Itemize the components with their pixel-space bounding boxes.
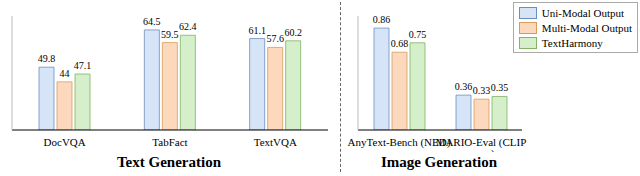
svg-text:DocVQA: DocVQA bbox=[44, 136, 86, 148]
svg-text:44: 44 bbox=[60, 68, 70, 79]
svg-text:57.6: 57.6 bbox=[266, 33, 284, 44]
svg-text:59.5: 59.5 bbox=[161, 29, 179, 40]
svg-text:MARIO-Eval (CLIPscore): MARIO-Eval (CLIPscore) bbox=[436, 136, 527, 152]
svg-text:60.2: 60.2 bbox=[284, 27, 302, 38]
svg-text:TextVQA: TextVQA bbox=[254, 136, 297, 148]
svg-text:0.36: 0.36 bbox=[455, 81, 473, 92]
svg-text:AnyText-Bench (NED): AnyText-Bench (NED) bbox=[347, 135, 451, 148]
svg-text:0.35: 0.35 bbox=[491, 82, 509, 93]
svg-text:TabFact: TabFact bbox=[152, 136, 187, 148]
html-text:Text Generation: Text Generation bbox=[117, 154, 221, 170]
svg-text:0.75: 0.75 bbox=[409, 29, 427, 40]
svg-text:49.8: 49.8 bbox=[38, 53, 56, 64]
html-text:TextHarmony: TextHarmony bbox=[541, 36, 603, 49]
svg-text:47.1: 47.1 bbox=[74, 60, 92, 71]
svg-text:0.33: 0.33 bbox=[473, 85, 491, 96]
svg-text:0.68: 0.68 bbox=[391, 38, 409, 49]
svg-text:61.1: 61.1 bbox=[248, 25, 266, 36]
svg-text:62.4: 62.4 bbox=[179, 21, 197, 32]
svg-text:64.5: 64.5 bbox=[143, 16, 161, 27]
html-text:Multi-Modal Output: Multi-Modal Output bbox=[541, 21, 632, 34]
svg-text:0.86: 0.86 bbox=[373, 14, 391, 25]
html-text:Image Generation: Image Generation bbox=[380, 154, 498, 170]
html-text:Uni-Modal Output: Uni-Modal Output bbox=[541, 6, 625, 19]
